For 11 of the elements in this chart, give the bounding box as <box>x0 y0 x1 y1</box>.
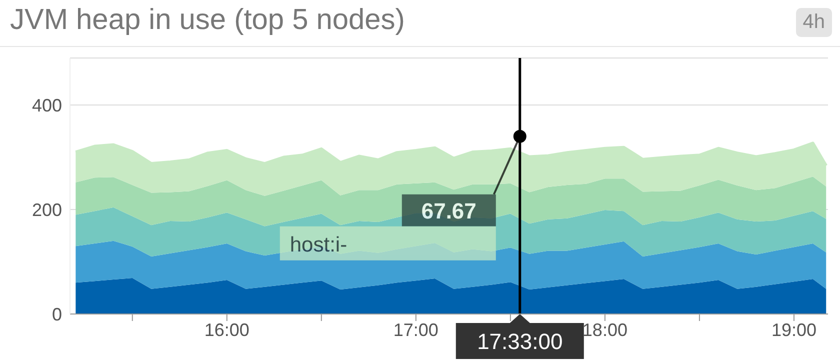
y-tick-label: 400 <box>32 95 62 116</box>
y-tick-label: 0 <box>52 304 62 324</box>
annotation: 67.67 <box>421 198 476 224</box>
text: 4h <box>796 8 832 37</box>
time-tooltip: 17:33:00 <box>456 314 584 359</box>
x-tick-label: 16:00 <box>204 320 250 340</box>
y-tick-label: 200 <box>32 200 62 220</box>
x-tick-label: 19:00 <box>771 320 816 340</box>
x-tick-label: 17:00 <box>393 320 438 340</box>
chart-title: JVM heap in use (top 5 nodes) <box>10 4 405 37</box>
annotation: host:i- <box>290 233 348 256</box>
